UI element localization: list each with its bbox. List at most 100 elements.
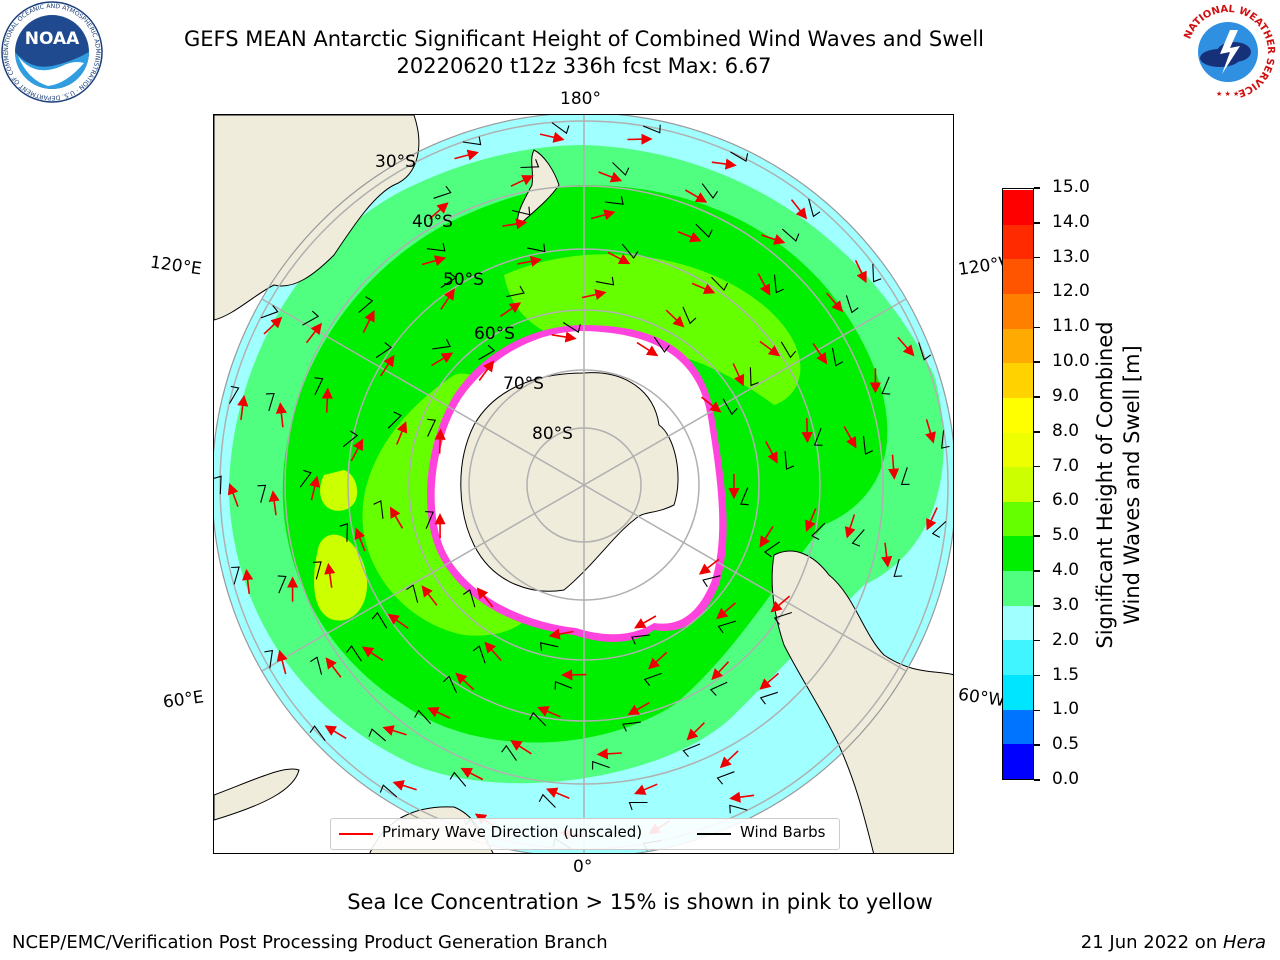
wind-barb xyxy=(231,566,240,585)
wind-barb xyxy=(729,804,748,814)
wave-direction-arrow xyxy=(380,354,395,377)
lon-label-120e: 120°E xyxy=(148,252,203,280)
wave-direction-arrow xyxy=(759,672,780,690)
colorbar-segment xyxy=(1003,535,1033,572)
wind-barb xyxy=(309,725,326,742)
wave-direction-arrow xyxy=(362,310,375,333)
wind-barb xyxy=(371,611,388,629)
colorbar-tick xyxy=(1034,500,1040,503)
wave-direction-arrow xyxy=(881,542,893,568)
wave-direction-arrow xyxy=(590,209,616,221)
colorbar-segment xyxy=(1003,258,1033,294)
wave-direction-arrow xyxy=(427,707,451,719)
wind-barb xyxy=(512,206,531,216)
colorbar-tick-label: 9.0 xyxy=(1052,385,1080,406)
lon-label-60w: 60°W xyxy=(956,684,1007,712)
map-panel[interactable] xyxy=(213,114,954,854)
wave-direction-arrow xyxy=(801,418,813,444)
wave-direction-arrow xyxy=(431,352,454,367)
wave-direction-arrow xyxy=(434,428,446,454)
wave-direction-arrow xyxy=(812,342,828,365)
wind-barb xyxy=(595,276,615,286)
title-line-1: GEFS MEAN Antarctic Significant Height o… xyxy=(183,27,985,51)
wind-barb xyxy=(260,305,279,319)
wave-direction-arrow xyxy=(325,657,342,678)
wind-barb xyxy=(893,558,903,577)
map-legend: Primary Wave Direction (unscaled) Wind B… xyxy=(330,818,840,850)
colorbar-tick xyxy=(1034,570,1040,572)
wave-direction-arrow xyxy=(510,740,532,755)
wind-barb xyxy=(425,511,434,529)
colorbar-segment xyxy=(1003,224,1033,260)
colorbar-tick-label: 11.0 xyxy=(1052,316,1090,337)
wave-direction-arrow xyxy=(805,508,817,532)
wave-direction-arrow xyxy=(389,506,404,529)
footer-host: Hera xyxy=(1222,932,1266,953)
wind-barb xyxy=(440,272,457,289)
wind-barb xyxy=(501,744,517,761)
wave-band-5m-upper xyxy=(504,254,801,405)
wave-direction-arrow xyxy=(596,748,622,760)
lat-label-70S: 70°S xyxy=(503,374,544,394)
wind-barb xyxy=(312,561,322,580)
colorbar-tick-label: 6.0 xyxy=(1052,490,1080,511)
wave-direction-arrow xyxy=(484,641,502,662)
colorbar-tick-label: 2.0 xyxy=(1052,629,1080,650)
wind-barb xyxy=(900,467,910,485)
wind-barb xyxy=(426,242,446,252)
wind-barb xyxy=(682,743,701,758)
wind-barb xyxy=(612,162,630,176)
colorbar-segment xyxy=(1003,328,1033,364)
colorbar-tick xyxy=(1034,674,1040,677)
wind-barb-legend-line xyxy=(697,833,731,835)
wave-direction-arrow xyxy=(268,490,280,516)
colorbar-tick xyxy=(1034,535,1040,537)
colorbar-title: Significant Height of Combined Wind Wave… xyxy=(1092,285,1148,685)
wind-barb xyxy=(621,243,639,260)
wind-barb xyxy=(264,649,274,669)
wind-barb xyxy=(811,522,826,540)
svg-text:★ ★ ★: ★ ★ ★ xyxy=(1216,90,1239,98)
wind-barb xyxy=(709,681,728,696)
wave-direction-arrow xyxy=(429,202,449,220)
wind-barb xyxy=(642,124,661,134)
colorbar-tick xyxy=(1034,222,1040,224)
wind-barb xyxy=(605,196,624,205)
wind-barb xyxy=(442,675,458,694)
colorbar-tick xyxy=(1034,396,1040,398)
wave-direction-arrow xyxy=(396,421,408,445)
wave-direction-arrow xyxy=(324,725,347,740)
wave-direction-arrow xyxy=(242,568,254,594)
wave-direction-arrow xyxy=(897,336,915,357)
colorbar-segment xyxy=(1003,362,1033,398)
colorbar-tick-label: 4.0 xyxy=(1052,560,1080,581)
lat-label-30S: 30°S xyxy=(375,152,416,172)
wave-direction-arrow xyxy=(711,661,730,681)
wave-direction-arrow xyxy=(350,438,364,462)
colorbar-tick xyxy=(1034,326,1040,329)
colorbar-tick-label: 10.0 xyxy=(1052,351,1090,372)
wave-direction-arrow xyxy=(392,780,417,791)
wind-barb xyxy=(562,322,581,333)
polar-wave-map[interactable] xyxy=(214,115,954,854)
land-madagascar xyxy=(214,768,300,821)
wind-barb xyxy=(759,691,778,705)
wind-barb xyxy=(214,475,222,495)
wave-direction-arrow xyxy=(854,259,867,284)
wind-barb xyxy=(862,436,874,455)
wind-barb xyxy=(551,122,570,135)
wave-direction-arrow xyxy=(759,525,774,548)
wave-direction-arrow xyxy=(502,218,528,230)
wind-barb xyxy=(845,295,859,314)
colorbar-tick xyxy=(1034,187,1040,189)
wind-barb xyxy=(539,642,559,651)
wind-barb-legend-label: Wind Barbs xyxy=(740,823,826,841)
wind-barb xyxy=(358,296,374,313)
wave-direction-arrow xyxy=(354,527,366,552)
wind-barb xyxy=(722,398,738,416)
wind-barb xyxy=(695,223,713,238)
wave-direction-arrow xyxy=(711,158,737,170)
wave-direction-arrow xyxy=(545,787,570,799)
wind-barb xyxy=(631,634,650,645)
wind-barb xyxy=(622,721,641,732)
